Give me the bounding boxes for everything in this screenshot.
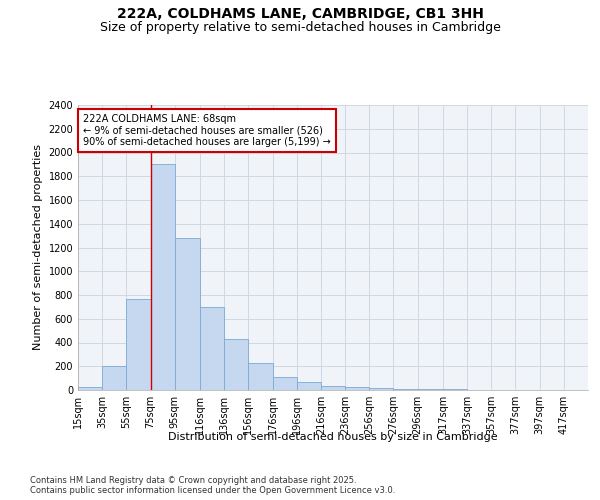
Text: Size of property relative to semi-detached houses in Cambridge: Size of property relative to semi-detach…	[100, 21, 500, 34]
Bar	[127, 298, 151, 390]
Text: 222A, COLDHAMS LANE, CAMBRIDGE, CB1 3HH: 222A, COLDHAMS LANE, CAMBRIDGE, CB1 3HH	[116, 8, 484, 22]
Bar	[78, 387, 102, 390]
Bar	[175, 238, 200, 390]
Bar	[200, 307, 224, 390]
Bar	[418, 389, 443, 390]
Bar	[151, 164, 175, 390]
Bar	[272, 377, 297, 390]
Bar	[321, 386, 345, 390]
Bar	[369, 388, 394, 390]
Y-axis label: Number of semi-detached properties: Number of semi-detached properties	[33, 144, 43, 350]
Bar	[394, 388, 418, 390]
Bar	[224, 339, 248, 390]
Text: 222A COLDHAMS LANE: 68sqm
← 9% of semi-detached houses are smaller (526)
90% of : 222A COLDHAMS LANE: 68sqm ← 9% of semi-d…	[83, 114, 331, 147]
Bar	[248, 362, 272, 390]
Text: Distribution of semi-detached houses by size in Cambridge: Distribution of semi-detached houses by …	[168, 432, 498, 442]
Text: Contains HM Land Registry data © Crown copyright and database right 2025.
Contai: Contains HM Land Registry data © Crown c…	[30, 476, 395, 495]
Bar	[345, 386, 369, 390]
Bar	[102, 366, 127, 390]
Bar	[297, 382, 321, 390]
